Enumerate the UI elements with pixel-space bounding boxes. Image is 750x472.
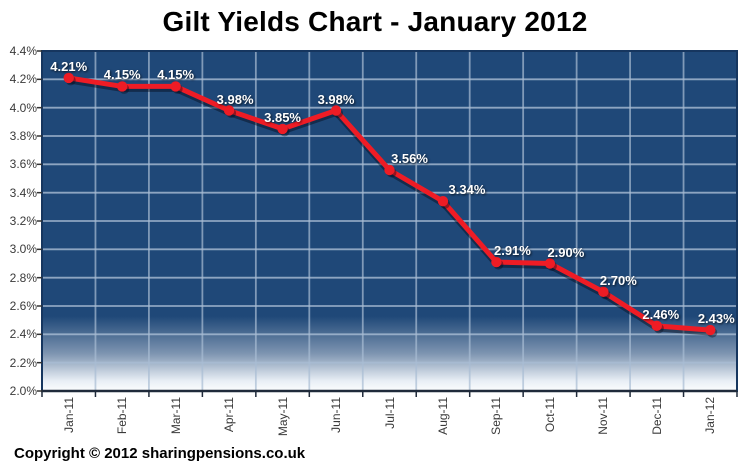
y-tick-label: 4.4% <box>9 44 37 58</box>
data-point-label: 3.34% <box>448 182 486 198</box>
y-tick-label: 2.8% <box>9 270 37 285</box>
chart-title: Gilt Yields Chart - January 2012 <box>162 6 588 37</box>
x-tick-label: Jan-11 <box>61 397 76 433</box>
copyright-notice: Copyright © 2012 sharingpensions.co.uk <box>14 445 306 462</box>
data-point-marker <box>63 72 74 84</box>
x-tick-label: Sep-11 <box>489 397 504 435</box>
x-tick-label: Mar-11 <box>168 397 183 435</box>
data-point-label: 2.46% <box>642 306 680 322</box>
data-point-marker <box>330 105 342 116</box>
x-tick-label: May-11 <box>275 397 290 437</box>
y-tick-label: 2.6% <box>9 299 37 313</box>
data-point-marker <box>277 123 288 135</box>
data-point-marker <box>705 324 716 336</box>
x-tick-label: Jan-12 <box>703 397 718 434</box>
data-point-label: 4.15% <box>157 67 195 83</box>
data-point-label: 2.43% <box>697 311 735 327</box>
data-point-marker <box>437 195 449 207</box>
data-point-marker <box>384 164 395 176</box>
x-tick-label: Oct-11 <box>542 397 557 433</box>
y-tick-label: 4.2% <box>9 72 37 87</box>
y-tick-label: 2.0% <box>9 384 37 398</box>
y-tick-label: 3.2% <box>9 214 37 228</box>
data-point-label: 2.70% <box>599 272 637 288</box>
x-tick-label: Jun-11 <box>329 397 344 433</box>
data-point-label: 3.98% <box>216 91 254 107</box>
data-point-marker <box>598 286 609 298</box>
y-tick-label: 3.8% <box>9 129 37 143</box>
x-tick-label: Nov-11 <box>596 397 611 435</box>
x-tick-label: Dec-11 <box>649 397 664 435</box>
x-tick-label: Feb-11 <box>115 397 130 435</box>
data-point-marker <box>223 105 235 116</box>
x-tick-label: Aug-11 <box>435 397 450 435</box>
data-point-label: 4.21% <box>50 58 88 74</box>
data-point-label: 3.56% <box>391 151 428 166</box>
data-point-marker <box>491 256 502 268</box>
data-point-label: 3.98% <box>317 91 355 107</box>
data-point-label: 2.91% <box>493 243 531 259</box>
y-tick-label: 2.4% <box>9 327 37 342</box>
x-tick-label: Jul-11 <box>382 397 397 429</box>
data-point-label: 2.90% <box>547 244 585 260</box>
chart-canvas <box>37 50 738 397</box>
data-point-marker <box>651 320 663 332</box>
gilt-yields-chart: Gilt Yields Chart - January 2012 4.4% 4.2… <box>9 6 738 437</box>
data-point-label: 3.85% <box>264 109 301 125</box>
y-tick-label: 3.0% <box>9 242 37 257</box>
y-tick-label: 3.6% <box>9 157 37 172</box>
y-tick-label: 4.0% <box>9 100 37 115</box>
data-point-marker <box>170 81 181 92</box>
y-tick-label: 2.2% <box>9 355 37 370</box>
y-tick-label: 3.4% <box>9 185 37 200</box>
x-tick-label: Apr-11 <box>222 397 237 433</box>
data-point-label: 4.15% <box>103 67 141 83</box>
data-point-marker <box>544 258 556 269</box>
data-point-marker <box>116 81 128 92</box>
